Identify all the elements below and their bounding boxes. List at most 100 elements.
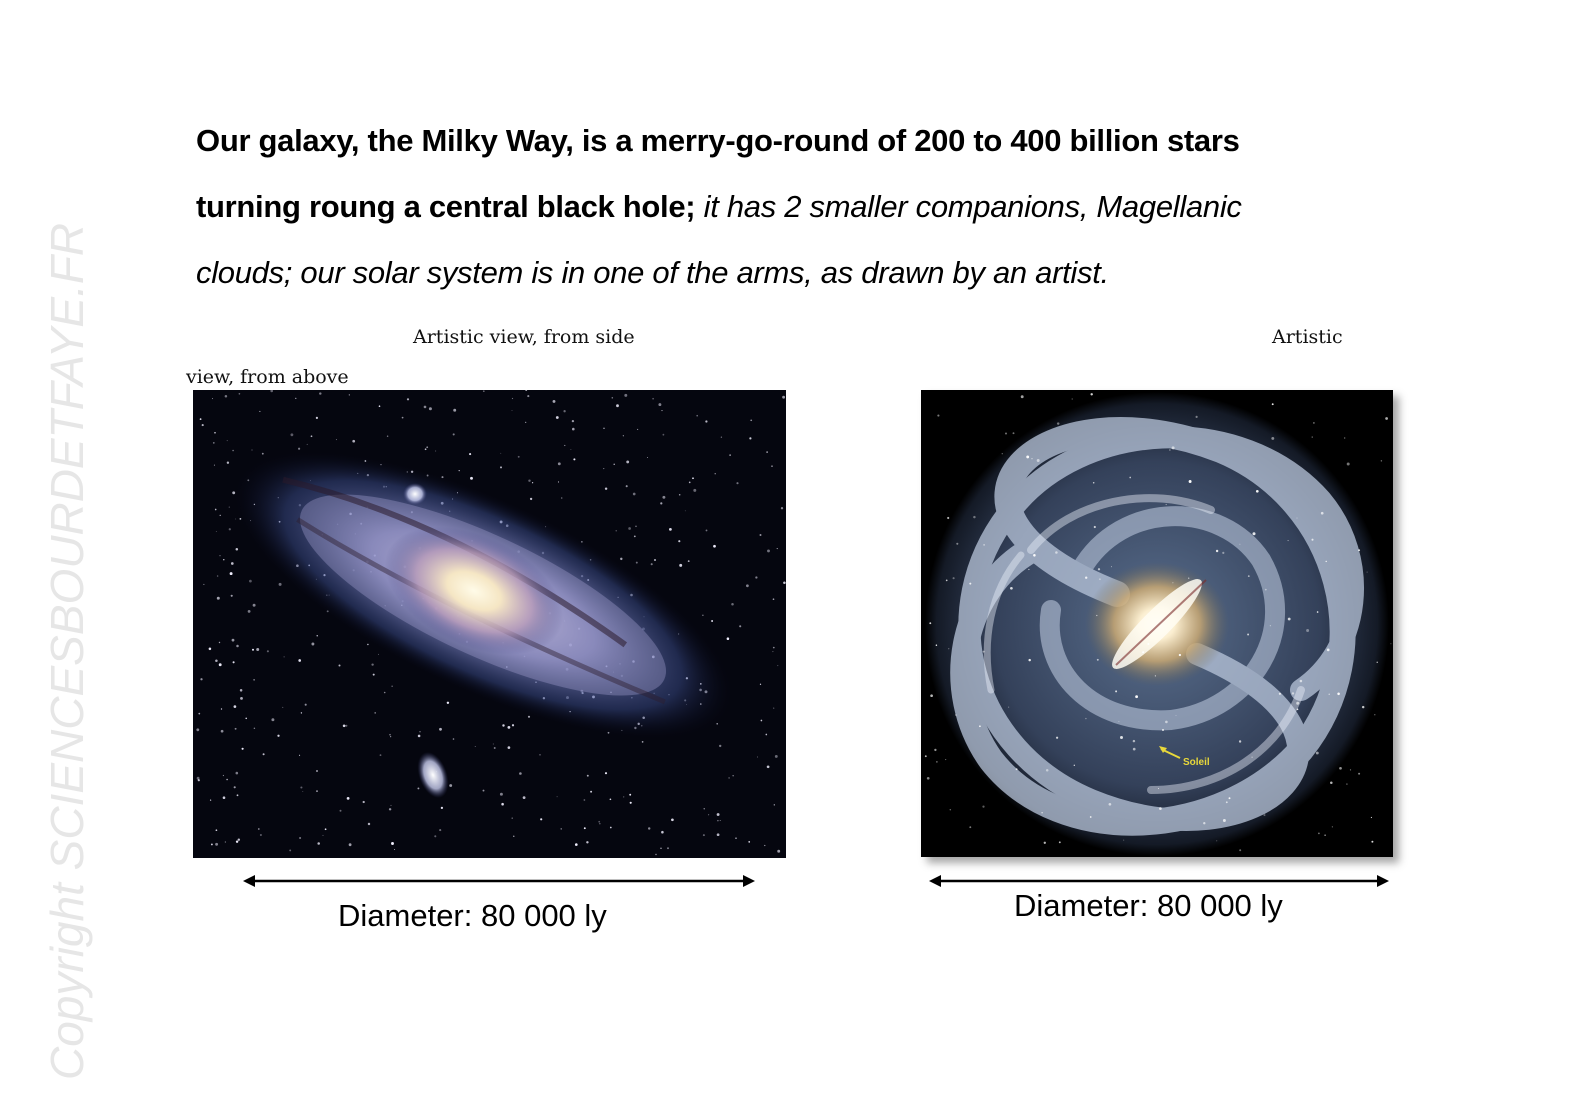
star-dot	[278, 582, 282, 586]
star-dot	[262, 753, 265, 756]
star-dot	[417, 734, 421, 738]
star-dot	[1096, 614, 1098, 617]
star-dot	[232, 449, 234, 452]
star-dot	[525, 421, 527, 424]
star-dot	[1120, 736, 1123, 739]
star-dot	[735, 837, 737, 839]
star-dot	[782, 395, 785, 399]
galaxy-top-view-image: Soleil	[921, 390, 1393, 857]
star-dot	[948, 648, 950, 650]
star-dot	[1085, 717, 1087, 720]
star-dot	[749, 437, 752, 440]
star-dot	[214, 508, 217, 511]
star-dot	[346, 797, 350, 800]
star-dot	[1123, 839, 1125, 841]
star-dot	[726, 637, 730, 640]
star-dot	[1330, 781, 1333, 784]
star-dot	[945, 759, 947, 761]
star-dot	[1296, 701, 1300, 705]
star-dot	[947, 516, 950, 520]
star-dot	[777, 665, 779, 667]
star-dot	[1228, 797, 1231, 800]
star-dot	[215, 842, 219, 846]
star-dot	[216, 575, 219, 577]
star-dot	[224, 394, 228, 398]
star-dot	[688, 481, 691, 484]
star-dot	[1313, 422, 1315, 424]
star-dot	[439, 829, 442, 832]
star-dot	[729, 454, 731, 456]
star-dot	[446, 701, 450, 705]
star-dot	[655, 853, 657, 856]
star-dot	[661, 410, 663, 412]
star-dot	[637, 428, 639, 430]
star-dot	[383, 691, 386, 694]
star-dot	[1331, 826, 1333, 828]
star-dot	[228, 506, 230, 508]
star-dot	[1215, 549, 1219, 553]
star-dot	[746, 584, 749, 588]
star-dot	[230, 594, 233, 597]
star-dot	[969, 826, 972, 829]
star-dot	[371, 663, 374, 666]
star-dot	[1324, 834, 1326, 836]
star-dot	[339, 809, 342, 812]
star-dot	[924, 755, 927, 758]
star-dot	[1090, 393, 1093, 396]
star-dot	[271, 718, 275, 722]
star-dot	[719, 744, 722, 748]
star-dot	[572, 427, 575, 431]
star-dot	[238, 392, 241, 395]
star-dot	[756, 756, 759, 758]
star-dot	[511, 410, 513, 412]
star-dot	[561, 497, 563, 499]
star-dot	[1008, 706, 1010, 708]
star-dot	[759, 683, 762, 685]
star-dot	[1203, 822, 1206, 825]
star-dot	[428, 407, 432, 411]
star-dot	[223, 559, 225, 561]
star-dot	[507, 746, 511, 749]
star-dot	[1118, 721, 1120, 722]
star-dot	[708, 814, 710, 816]
star-dot	[324, 828, 327, 831]
star-dot	[633, 535, 636, 538]
star-dot	[774, 754, 778, 758]
star-dot	[583, 799, 586, 801]
star-dot	[277, 734, 280, 737]
star-dot	[629, 793, 632, 796]
star-dot	[374, 712, 377, 714]
star-dot	[367, 643, 369, 646]
star-dot	[1135, 695, 1138, 699]
star-dot	[214, 432, 216, 434]
star-dot	[232, 661, 235, 664]
star-dot	[220, 729, 224, 733]
star-dot	[635, 525, 637, 528]
star-dot	[302, 791, 304, 792]
star-dot	[1252, 532, 1256, 536]
star-dot	[1028, 658, 1031, 662]
star-dot	[424, 448, 427, 451]
star-dot	[716, 813, 720, 816]
star-dot	[973, 515, 976, 519]
star-dot	[222, 796, 226, 799]
star-dot	[1287, 617, 1291, 621]
star-dot	[1263, 814, 1266, 817]
left-diameter-label: Diameter: 80 000 ly	[338, 898, 607, 933]
star-dot	[1247, 633, 1250, 636]
star-dot	[1165, 503, 1167, 506]
star-dot	[239, 689, 243, 692]
star-dot	[200, 678, 203, 681]
star-dot	[469, 453, 472, 456]
star-dot	[1315, 751, 1319, 755]
star-dot	[219, 514, 221, 517]
star-dot	[315, 416, 319, 420]
star-dot	[1045, 768, 1049, 772]
star-dot	[1147, 643, 1150, 645]
star-dot	[215, 659, 218, 662]
star-dot	[599, 823, 601, 825]
star-dot	[1073, 764, 1075, 766]
star-dot	[440, 806, 444, 810]
star-dot	[439, 727, 442, 731]
star-dot	[525, 390, 528, 391]
